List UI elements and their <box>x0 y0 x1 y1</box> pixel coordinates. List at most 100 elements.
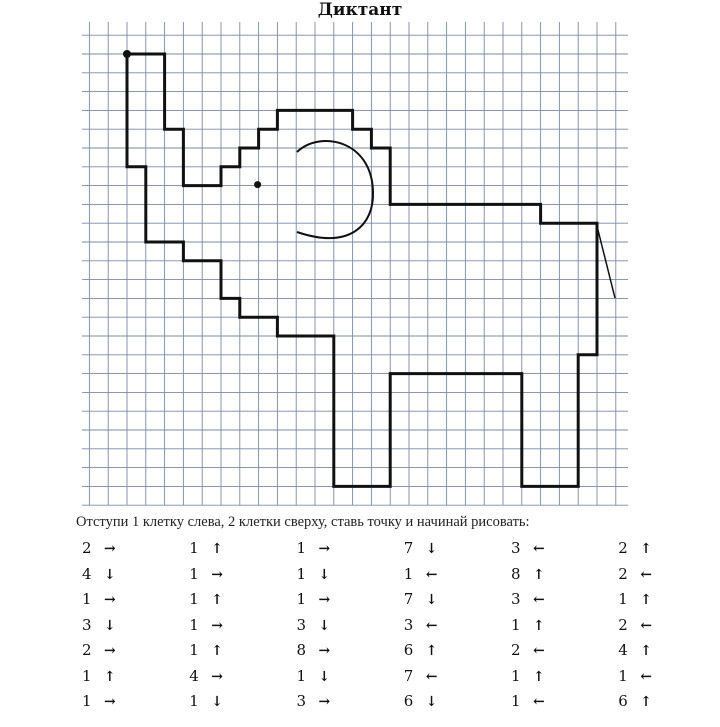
step-count: 1 <box>189 590 199 608</box>
step-count: 1 <box>189 692 199 710</box>
arrow-right-icon: → <box>211 566 223 583</box>
step-count: 7 <box>403 539 414 557</box>
step-count: 6 <box>403 692 414 710</box>
arrow-up-icon: ↑ <box>533 668 545 685</box>
step-count: 1 <box>618 666 628 685</box>
arrow-left-icon: ← <box>533 592 545 608</box>
step-count: 2 <box>618 615 628 634</box>
step-count: 2 <box>618 539 628 557</box>
arrow-left-icon: ← <box>425 668 438 685</box>
command-item: 1 → <box>82 587 116 613</box>
step-count: 1 <box>189 641 199 659</box>
elephant-ear <box>296 140 375 239</box>
arrow-right-icon: → <box>211 668 223 685</box>
command-item: 1 → <box>82 689 116 715</box>
arrow-up-icon: ↑ <box>640 541 652 557</box>
command-item: 3 ↓ <box>297 613 331 639</box>
step-count: 4 <box>618 641 628 659</box>
step-count: 2 <box>82 539 92 557</box>
arrow-down-icon: ↓ <box>211 694 223 710</box>
arrow-down-icon: ↓ <box>104 566 116 583</box>
arrow-down-icon: ↓ <box>104 617 116 634</box>
arrow-right-icon: → <box>104 541 116 557</box>
command-item: 1 ↑ <box>189 638 223 664</box>
command-column: 1 → 1 ↓ 1 → 3 ↓ 8 → 1 ↓ 3 → <box>297 536 331 715</box>
elephant-eye <box>254 181 262 189</box>
command-item: 4 → <box>189 664 223 690</box>
command-item: 1 ← <box>511 689 545 715</box>
arrow-left-icon: ← <box>425 566 438 583</box>
command-item: 2 ← <box>618 613 652 639</box>
step-count: 1 <box>511 666 521 685</box>
arrow-up-icon: ↑ <box>211 592 223 608</box>
command-item: 6 ↑ <box>404 638 438 664</box>
step-count: 6 <box>618 692 628 710</box>
command-column: 1 ↑ 1 → 1 ↑ 1 → 1 ↑ 4 → 1 ↓ <box>189 536 223 715</box>
command-item: 1 ↓ <box>297 562 331 588</box>
step-count: 1 <box>511 692 521 710</box>
step-count: 3 <box>82 615 92 634</box>
step-count: 1 <box>403 564 414 583</box>
arrow-up-icon: ↑ <box>640 694 652 710</box>
arrow-left-icon: ← <box>640 617 652 634</box>
command-item: 1 ↑ <box>511 664 545 690</box>
arrow-right-icon: → <box>104 694 116 710</box>
step-count: 1 <box>296 666 307 685</box>
arrow-left-icon: ← <box>640 566 652 583</box>
step-count: 1 <box>296 539 307 557</box>
command-item: 1 ↑ <box>618 587 652 613</box>
step-count: 7 <box>403 666 414 685</box>
arrow-up-icon: ↑ <box>533 566 545 583</box>
command-item: 7 ↓ <box>404 536 438 562</box>
command-item: 7 ↓ <box>404 587 438 613</box>
step-count: 2 <box>618 564 628 583</box>
arrow-down-icon: ↓ <box>425 694 438 710</box>
arrow-right-icon: → <box>318 643 331 659</box>
step-count: 4 <box>189 666 199 685</box>
arrow-right-icon: → <box>211 617 223 634</box>
start-dot <box>123 50 131 58</box>
command-item: 6 ↓ <box>404 689 438 715</box>
step-count: 1 <box>296 564 307 583</box>
command-item: 1 ← <box>404 562 438 588</box>
arrow-left-icon: ← <box>425 617 438 634</box>
arrow-left-icon: ← <box>640 668 652 685</box>
command-item: 2 → <box>82 536 116 562</box>
arrow-up-icon: ↑ <box>640 643 652 659</box>
command-item: 3 ↓ <box>82 613 116 639</box>
command-item: 3 → <box>297 689 331 715</box>
step-count: 6 <box>403 641 414 659</box>
command-column: 7 ↓ 1 ← 7 ↓ 3 ← 6 ↑ 7 ← 6 ↓ <box>404 536 438 715</box>
command-item: 1 → <box>189 613 223 639</box>
command-column: 2 → 4 ↓ 1 → 3 ↓ 2 → 1 ↑ 1 → <box>82 536 116 715</box>
command-item: 3 ← <box>511 587 545 613</box>
command-item: 1 ↓ <box>297 664 331 690</box>
step-count: 3 <box>403 615 414 634</box>
command-item: 7 ← <box>404 664 438 690</box>
step-count: 1 <box>189 564 199 583</box>
step-count: 3 <box>296 615 307 634</box>
arrow-left-icon: ← <box>533 643 545 659</box>
command-item: 1 ↑ <box>511 613 545 639</box>
arrow-down-icon: ↓ <box>318 617 331 634</box>
command-item: 6 ↑ <box>618 689 652 715</box>
command-item: 1 ↑ <box>189 536 223 562</box>
arrow-right-icon: → <box>318 592 331 608</box>
arrow-right-icon: → <box>318 694 331 710</box>
command-item: 1 ↑ <box>189 587 223 613</box>
arrow-down-icon: ↓ <box>318 566 331 583</box>
command-item: 8 ↑ <box>511 562 545 588</box>
command-column: 2 ↑ 2 ← 1 ↑ 2 ← 4 ↑ 1 ← 6 ↑ <box>618 536 652 715</box>
command-item: 2 ↑ <box>618 536 652 562</box>
command-item: 1 ↓ <box>189 689 223 715</box>
arrow-up-icon: ↑ <box>104 668 116 685</box>
arrow-up-icon: ↑ <box>211 541 223 557</box>
arrow-up-icon: ↑ <box>640 592 652 608</box>
step-count: 1 <box>189 615 199 634</box>
arrow-up-icon: ↑ <box>425 643 438 659</box>
arrow-down-icon: ↓ <box>425 592 438 608</box>
command-item: 2 ← <box>511 638 545 664</box>
command-item: 2 → <box>82 638 116 664</box>
command-item: 2 ← <box>618 562 652 588</box>
elephant-tail <box>595 221 616 299</box>
